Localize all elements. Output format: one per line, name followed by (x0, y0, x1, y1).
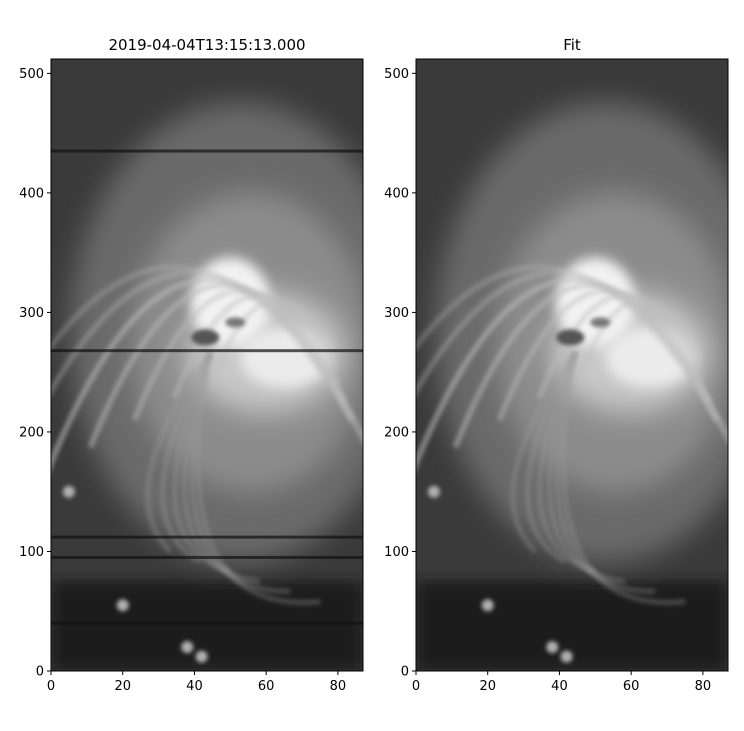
artifact-rows (51, 149, 363, 625)
coronal-loop (525, 351, 578, 564)
coronal-loop (87, 282, 348, 449)
coronal-loop (131, 287, 341, 422)
coronal-loop (145, 350, 213, 554)
coronal-loop (496, 287, 706, 422)
coronal-loop (416, 264, 728, 447)
x-tick-label: 60 (258, 679, 275, 694)
x-tick-label: 0 (412, 679, 420, 694)
artifact-row (51, 555, 363, 559)
dark-lane (191, 329, 220, 346)
panel-observed: 2019-04-04T13:15:13.000 0 20 40 60 80 0 100 20… (19, 36, 364, 694)
artifact-row (51, 621, 363, 625)
footpoint (427, 485, 440, 498)
coronal-loop (537, 351, 597, 574)
x-tick-label: 0 (47, 679, 55, 694)
x-tick-label: 80 (695, 679, 712, 694)
y-tick-label: 200 (384, 425, 409, 440)
y-tick-label: 500 (19, 67, 44, 82)
coronal-loop (510, 350, 578, 554)
footpoint (181, 641, 194, 654)
coronal-loop (576, 296, 701, 377)
y-axis: 0 100 200 300 400 500 (384, 67, 416, 680)
artifact-row (51, 535, 363, 539)
axes-frame (50, 58, 364, 672)
coronal-loop (416, 269, 728, 441)
x-tick-label: 80 (330, 679, 347, 694)
y-tick-label: 0 (401, 665, 409, 680)
coronal-loop (160, 351, 213, 564)
coronal-loop (51, 269, 363, 441)
coronal-loop (51, 264, 363, 447)
dark-lane (556, 329, 585, 346)
footpoint (481, 599, 494, 612)
panel-title-fit: Fit (563, 36, 581, 54)
footpoint (62, 485, 75, 498)
x-axis: 0 20 40 60 80 (47, 671, 346, 694)
x-tick-label: 20 (114, 679, 131, 694)
panel-title-observed: 2019-04-04T13:15:13.000 (108, 36, 305, 54)
dark-lane (225, 317, 246, 328)
artifact-row (51, 149, 363, 153)
x-tick-label: 20 (479, 679, 496, 694)
footpoint (195, 650, 208, 663)
y-tick-label: 300 (384, 306, 409, 321)
coronal-loop (560, 351, 686, 605)
y-tick-label: 500 (384, 67, 409, 82)
coronal-loop (452, 282, 713, 449)
y-tick-label: 100 (19, 545, 44, 560)
y-tick-label: 0 (36, 665, 44, 680)
footpoint (546, 641, 559, 654)
footpoint (116, 599, 129, 612)
y-tick-label: 400 (384, 186, 409, 201)
coronal-loop (195, 351, 321, 605)
heatmap-image-fit (416, 59, 728, 671)
heatmap-image-observed (51, 59, 363, 671)
panel-fit: Fit 0 20 40 60 80 0 100 200 300 400 500 (384, 36, 729, 694)
y-tick-label: 300 (19, 306, 44, 321)
x-tick-label: 60 (623, 679, 640, 694)
coronal-loop (211, 296, 336, 377)
coronal-loop (189, 351, 291, 594)
artifact-row (51, 349, 363, 353)
x-tick-label: 40 (186, 679, 203, 694)
coronal-loop (172, 351, 232, 574)
x-axis: 0 20 40 60 80 (412, 671, 711, 694)
footpoint (560, 650, 573, 663)
y-tick-label: 100 (384, 545, 409, 560)
axes-frame (415, 58, 729, 672)
y-tick-label: 400 (19, 186, 44, 201)
y-axis: 0 100 200 300 400 500 (19, 67, 51, 680)
x-tick-label: 40 (551, 679, 568, 694)
dark-lane (590, 317, 611, 328)
y-tick-label: 200 (19, 425, 44, 440)
coronal-loop (554, 351, 656, 594)
